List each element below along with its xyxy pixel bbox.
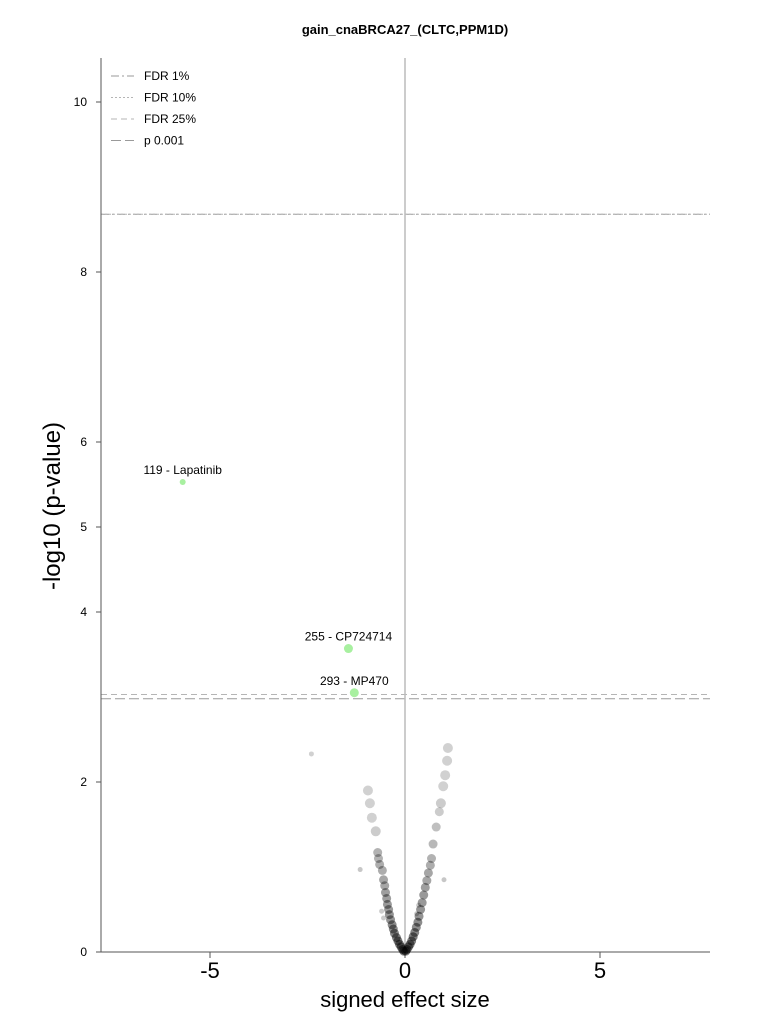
data-point [388, 924, 398, 934]
data-point [438, 781, 449, 792]
data-point [366, 812, 377, 823]
data-point [308, 751, 314, 757]
data-point [442, 743, 453, 753]
axes: 0 2 4 5 6 8 10 -5 0 5 [74, 58, 710, 983]
y-tick-label: 2 [80, 775, 87, 789]
x-tick-label: 5 [594, 958, 606, 983]
data-point [381, 888, 390, 897]
highlighted-point [343, 644, 353, 654]
data-point [401, 946, 411, 956]
point-label: 293 - MP470 [320, 674, 389, 688]
x-tick-label: -5 [200, 958, 220, 983]
data-point [373, 848, 383, 858]
data-point [434, 807, 444, 817]
y-tick-label: 6 [80, 435, 87, 449]
data-point [380, 881, 390, 891]
data-point [411, 922, 421, 932]
y-tick-label: 8 [80, 265, 87, 279]
x-tick-label: 0 [399, 958, 411, 983]
data-point [379, 908, 385, 914]
data-point [428, 839, 438, 849]
data-point [431, 822, 441, 832]
data-point [384, 910, 394, 920]
x-axis-label: signed effect size [320, 987, 490, 1012]
data-point [413, 917, 423, 927]
data-point [416, 905, 426, 914]
legend-entry: FDR 10% [144, 91, 196, 105]
data-point [442, 755, 453, 766]
data-point [414, 911, 424, 921]
point-label: 119 - Lapatinib [143, 463, 222, 477]
point-labels: 119 - Lapatinib 255 - CP724714 293 - MP470 [143, 463, 392, 688]
y-tick-label: 5 [80, 520, 87, 534]
chart-title: gain_cnaBRCA27_(CLTC,PPM1D) [302, 22, 508, 37]
highlighted-point [349, 688, 359, 698]
data-point [416, 902, 422, 908]
data-point [373, 854, 383, 863]
data-point [440, 770, 451, 781]
data-point [419, 890, 429, 900]
data-point [425, 860, 435, 870]
data-point [386, 915, 396, 925]
data-point [357, 867, 363, 873]
data-point [362, 785, 373, 796]
data-point [435, 798, 446, 809]
data-point [420, 882, 430, 892]
legend: FDR 1% FDR 10% FDR 25% p 0.001 [111, 69, 196, 148]
data-point [382, 893, 392, 903]
data-point [441, 877, 447, 883]
data-point [414, 911, 420, 917]
data-point [417, 898, 427, 908]
legend-entry: FDR 1% [144, 69, 190, 83]
data-point [375, 859, 385, 869]
highlighted-point [179, 478, 186, 485]
y-axis-label: -log10 (p-value) [39, 422, 66, 590]
data-point [382, 899, 392, 909]
data-point [423, 868, 433, 878]
data-point [422, 876, 432, 886]
data-points [179, 478, 453, 956]
data-point [377, 865, 387, 875]
data-point [384, 905, 394, 914]
y-tick-label: 4 [80, 605, 87, 619]
y-tick-label: 0 [80, 945, 87, 959]
data-point [427, 854, 437, 863]
data-point [370, 826, 381, 837]
data-point [381, 915, 387, 921]
point-label: 255 - CP724714 [305, 630, 393, 644]
legend-entry: FDR 25% [144, 112, 196, 126]
legend-entry: p 0.001 [144, 134, 184, 148]
y-tick-label: 10 [74, 95, 88, 109]
data-point [379, 875, 389, 885]
data-point [387, 920, 397, 930]
data-point [364, 798, 375, 809]
